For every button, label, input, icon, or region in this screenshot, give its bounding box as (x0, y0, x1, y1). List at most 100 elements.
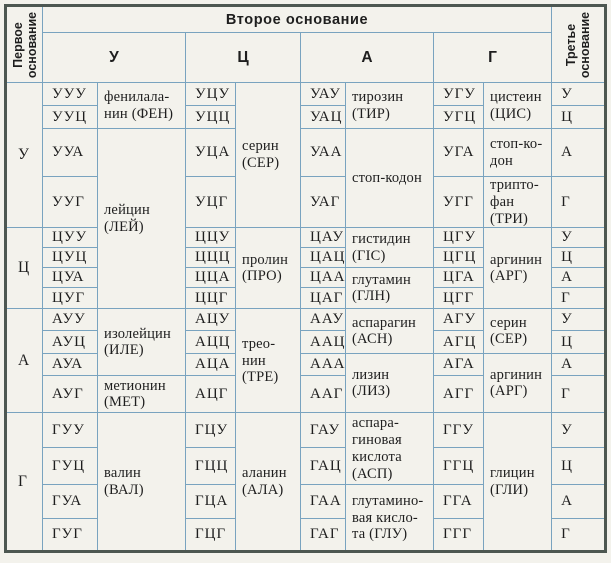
amino-cell: изолейцин (ИЛЕ) (97, 308, 186, 377)
codon-cell: ЦУГ (42, 287, 98, 310)
codon-cell: ГУГ (42, 518, 98, 553)
codon-cell: ГГА (433, 484, 484, 520)
codon-cell: ЦЦА (185, 267, 236, 289)
codon-cell: ГУУ (42, 412, 98, 449)
codon-cell: УЦУ (185, 82, 236, 106)
amino-cell: тирозин (ТИР) (345, 82, 434, 129)
codon-cell: УГГ (433, 175, 484, 229)
codon-cell: ГГЦ (433, 447, 484, 486)
codon-cell: ЦАУ (300, 227, 346, 249)
codon-cell: АГУ (433, 308, 484, 332)
codon-cell: АЦА (185, 353, 236, 377)
amino-cell: глутамино- вая кисло- та (ГЛУ) (345, 484, 434, 553)
third-base-letter: У (551, 227, 607, 249)
codon-cell: ЦЦУ (185, 227, 236, 249)
codon-cell: ЦУЦ (42, 247, 98, 269)
codon-cell: ГАЦ (300, 447, 346, 486)
amino-cell: пролин (ПРО) (235, 227, 301, 310)
codon-cell: УУА (42, 128, 98, 177)
codon-cell: УУЦ (42, 105, 98, 129)
amino-cell: глутамин (ГЛН) (345, 267, 434, 310)
amino-cell: трео- нин (ТРЕ) (235, 308, 301, 414)
codon-cell: АУЦ (42, 330, 98, 355)
amino-cell: валин (ВАЛ) (97, 412, 186, 553)
codon-cell: ГЦГ (185, 518, 236, 553)
first-base-header: Первое основание (5, 5, 43, 83)
amino-cell: аргинин (АРГ) (482, 353, 553, 414)
amino-cell: лейцин (ЛЕЙ) (97, 127, 186, 310)
third-base-letter: Ц (551, 330, 607, 355)
codon-cell: УГА (433, 128, 484, 177)
codon-cell: ГУА (42, 484, 98, 520)
codon-cell: АУА (42, 353, 98, 377)
codon-cell: ААЦ (300, 330, 346, 355)
codon-cell: ГГГ (433, 518, 484, 553)
codon-cell: ГГУ (433, 412, 484, 449)
second-base-letter-u: У (42, 32, 186, 83)
third-base-letter: У (551, 82, 607, 106)
second-base-letter-c: Ц (185, 32, 301, 83)
first-base-header-label: Первое основание (10, 11, 39, 78)
codon-cell: УАГ (300, 175, 346, 229)
codon-cell: УУУ (42, 82, 98, 106)
amino-cell: серин (СЕР) (235, 81, 301, 229)
amino-cell: гистидин (ГIС) (345, 227, 434, 269)
amino-cell: аспарагин (АСН) (345, 308, 434, 355)
third-base-letter: Г (551, 175, 607, 229)
third-base-letter: Ц (551, 105, 607, 129)
third-base-letter: А (551, 353, 607, 377)
codon-cell: УЦГ (185, 175, 236, 229)
codon-cell: АЦУ (185, 308, 236, 332)
codon-cell: ЦАЦ (300, 247, 346, 269)
codon-cell: АУУ (42, 308, 98, 332)
codon-cell: ГЦЦ (185, 447, 236, 486)
third-base-letter: Ц (551, 447, 607, 486)
codon-cell: УАА (300, 128, 346, 177)
codon-cell: УЦЦ (185, 105, 236, 129)
third-base-letter: А (551, 267, 607, 289)
codon-cell: УУГ (42, 175, 98, 229)
codon-cell: ЦГГ (433, 287, 484, 310)
third-base-letter: А (551, 484, 607, 520)
third-base-letter: У (551, 308, 607, 332)
first-base-letter: У (5, 81, 43, 229)
second-base-letter-g: Г (432, 32, 553, 83)
codon-cell: УЦА (185, 128, 236, 177)
third-base-letter: Г (551, 375, 607, 414)
codon-cell: ГАГ (300, 518, 346, 553)
amino-cell: глицин (ГЛИ) (482, 412, 553, 553)
first-base-letter: Ц (5, 227, 43, 310)
amino-cell: трипто- фан (ТРИ) (482, 175, 553, 229)
amino-cell: цистеин (ЦИС) (482, 82, 553, 129)
codon-cell: АГА (433, 353, 484, 377)
third-base-header-label: Третье основание (564, 11, 593, 78)
third-base-letter: А (551, 128, 607, 177)
codon-cell: ЦГЦ (433, 247, 484, 269)
third-base-header: Третье основание (551, 5, 607, 83)
amino-cell: аспара- гиновая кислота (АСП) (345, 412, 434, 486)
codon-cell: ЦУУ (42, 227, 98, 249)
amino-cell: аланин (АЛА) (235, 412, 301, 553)
third-base-letter: Ц (551, 247, 607, 269)
codon-cell: АГЦ (433, 330, 484, 355)
amino-cell: стоп-ко- дон (482, 128, 553, 177)
codon-cell: ЦГА (433, 267, 484, 289)
codon-cell: ЦУА (42, 267, 98, 289)
amino-cell: стоп-кодон (345, 127, 434, 229)
amino-cell: метионин (МЕТ) (97, 375, 186, 414)
codon-cell: АГГ (433, 375, 484, 414)
second-base-letter-a: А (300, 32, 434, 83)
codon-cell: ГАУ (300, 412, 346, 449)
codon-cell: ААГ (300, 375, 346, 414)
first-base-letter: Г (5, 412, 43, 553)
codon-cell: ГАА (300, 484, 346, 520)
codon-cell: ЦАА (300, 267, 346, 289)
codon-cell: ЦЦГ (185, 287, 236, 310)
codon-cell: ЦЦЦ (185, 247, 236, 269)
codon-cell: ААУ (300, 308, 346, 332)
codon-cell: УГУ (433, 82, 484, 106)
amino-cell: аргинин (АРГ) (482, 227, 553, 310)
codon-cell: ЦАГ (300, 287, 346, 310)
amino-cell: лизин (ЛИЗ) (345, 353, 434, 414)
third-base-letter: Г (551, 287, 607, 310)
